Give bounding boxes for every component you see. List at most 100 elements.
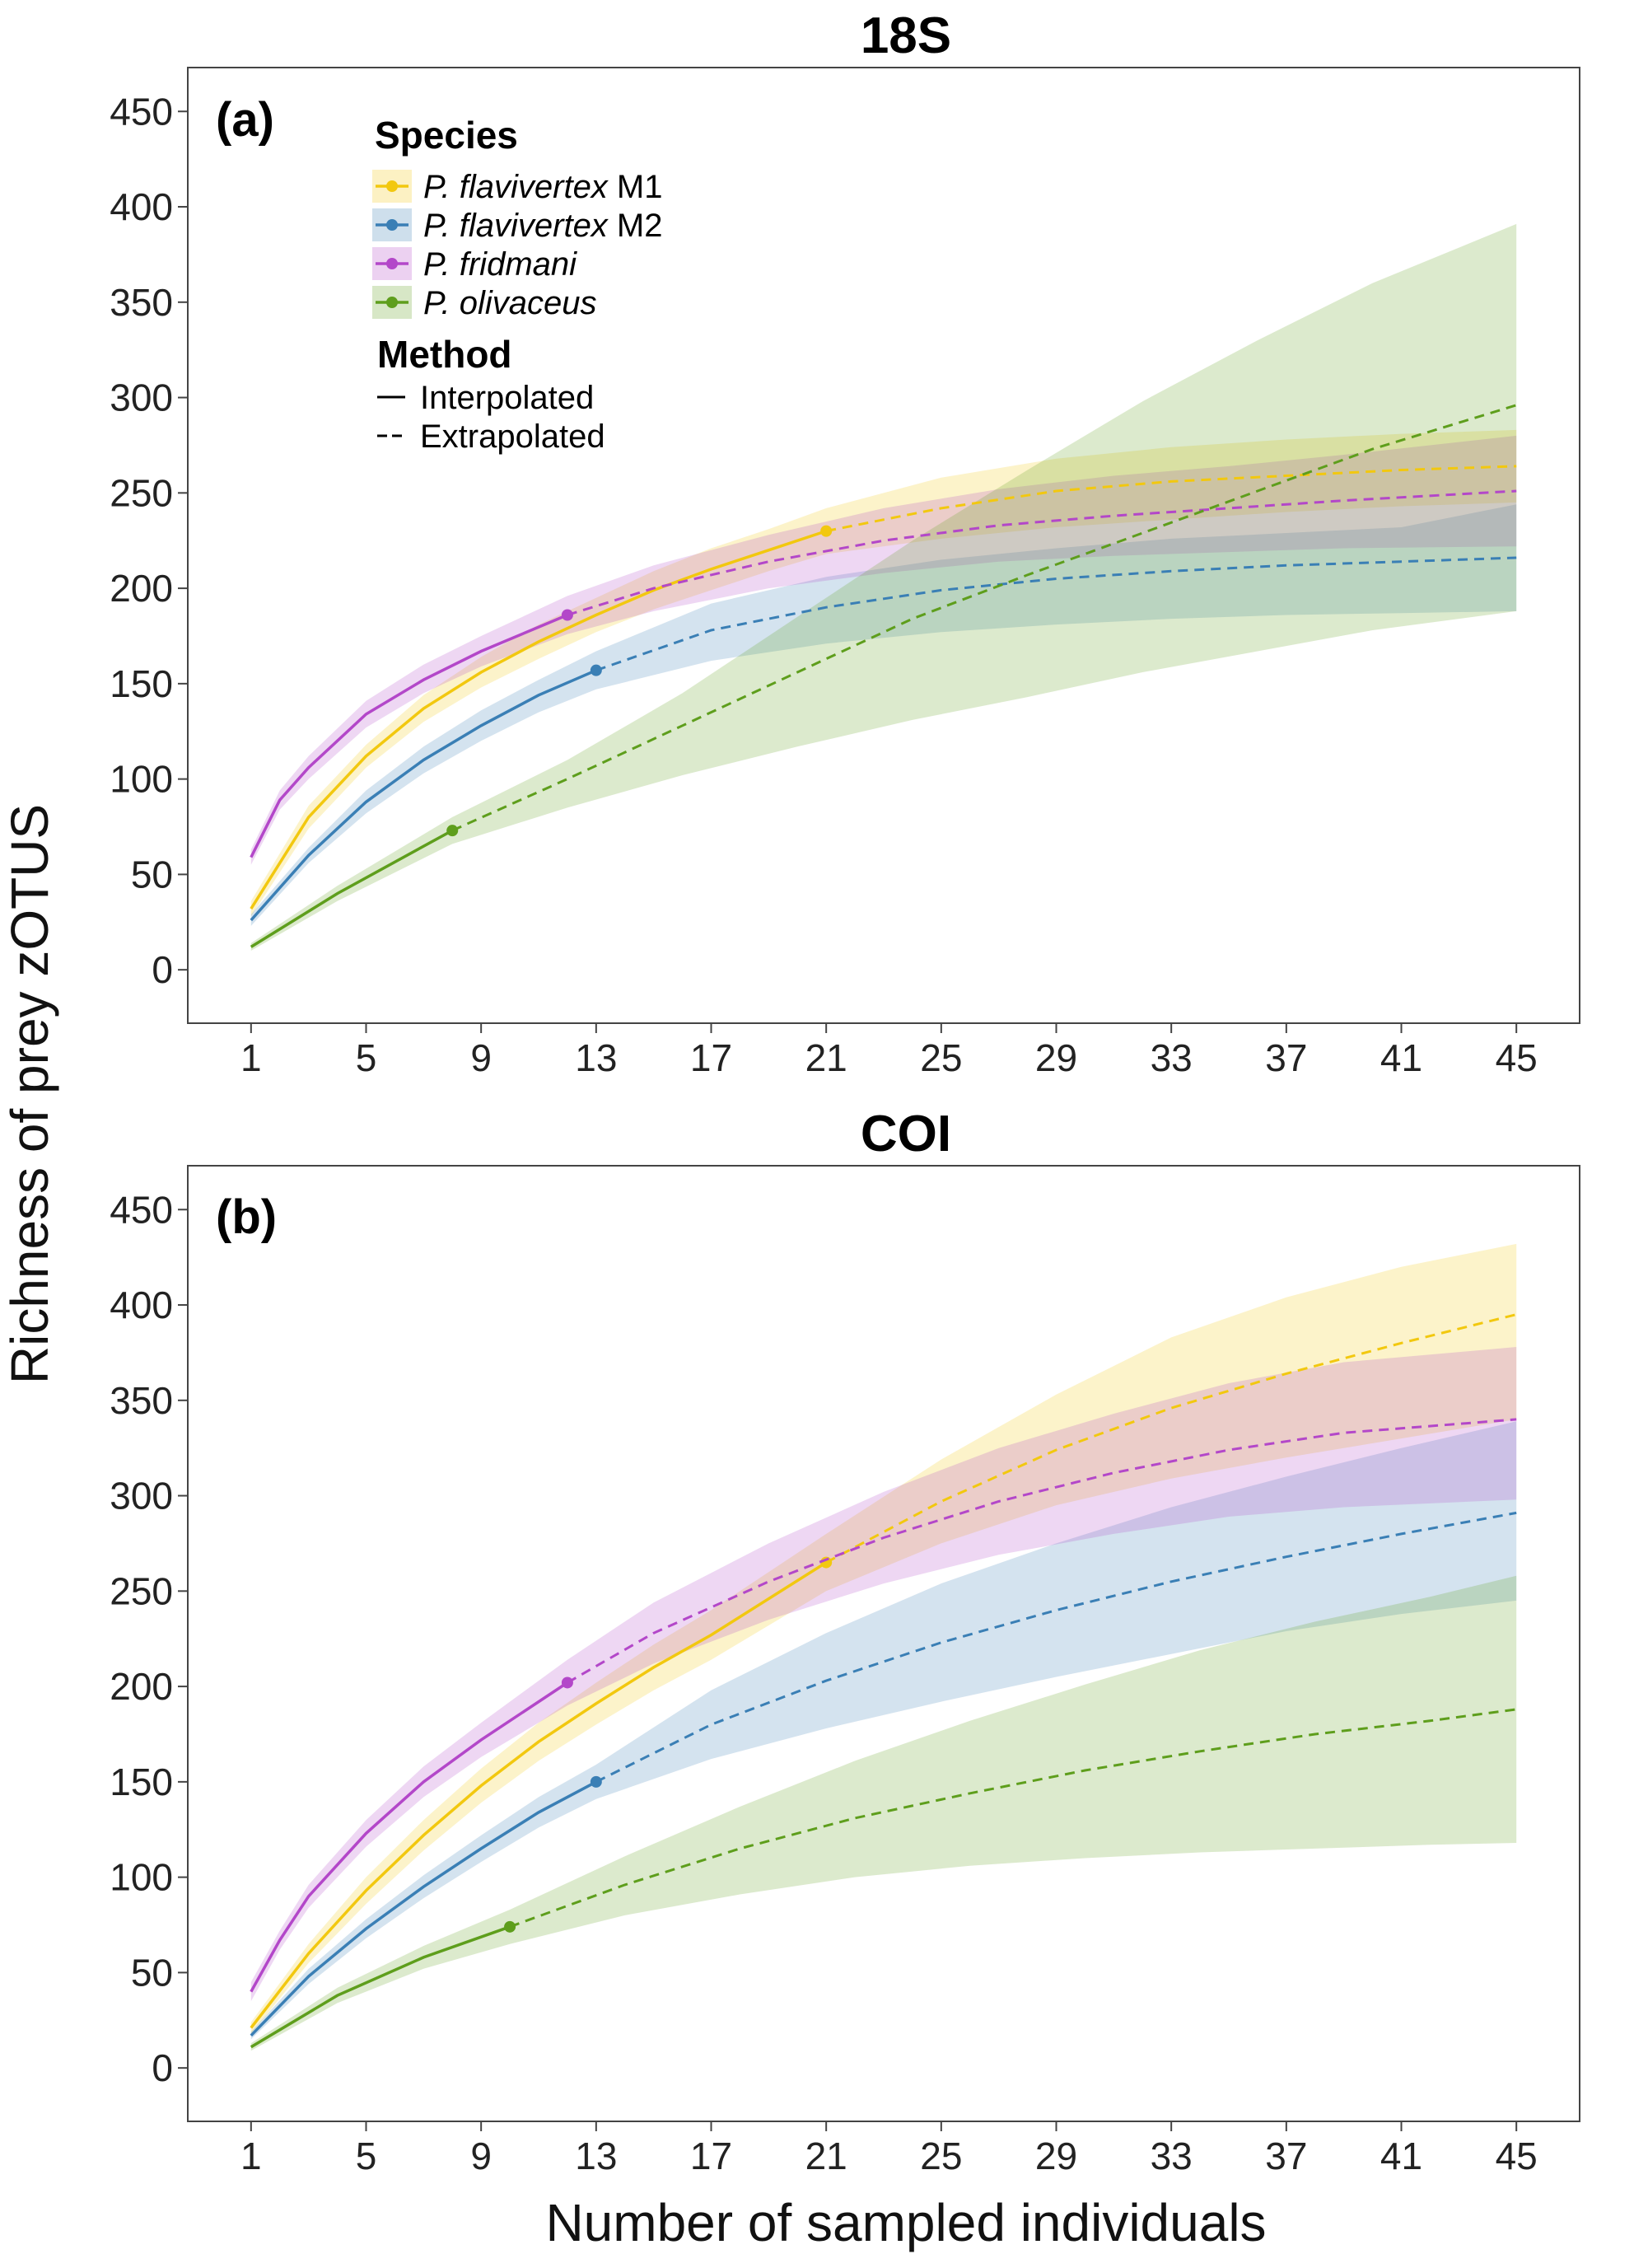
confidence-band-series-4 [250,223,1517,951]
legend-point-swatch [386,180,398,192]
y-axis-title: Richness of prey zOTUS [0,804,59,1384]
y-tick-label: 200 [110,1665,173,1708]
y-tick-label: 150 [110,1761,173,1803]
plot-area-coi [250,1243,1517,2051]
x-tick-label: 21 [805,1036,847,1079]
panel-coi: COI (b) 1 5 9 13 17 21 25 29 33 37 41 4505010015020… [110,1106,1580,2177]
observed-point-series-3 [561,1676,573,1689]
legend-species-label: P. flavivertex M1 [423,169,663,205]
x-tick-label: 41 [1380,1036,1422,1079]
legend-point-swatch [386,258,398,269]
interpolated-line-series-4 [250,829,454,948]
extrapolated-line-series-2 [595,1511,1517,1784]
x-axis-title: Number of sampled individuals [545,2193,1266,2252]
legend-method-title: Method [377,333,512,376]
y-tick-label: 250 [110,471,173,514]
x-tick-label: 1 [240,2135,262,2177]
plot-border-18s [187,67,1580,1024]
legend-species-item: P. fridmani [372,246,577,283]
x-tick-label: 17 [690,2135,732,2177]
legend-point-swatch [386,297,398,308]
panel-tag-b: (b) [216,1190,277,1244]
y-tick-label: 450 [110,90,173,133]
extrapolated-line-series-1 [825,465,1517,533]
legend-species-item: P. flavivertex M2 [372,208,663,244]
x-tick-label: 45 [1496,1036,1538,1079]
y-tick-label: 50 [131,853,173,896]
legend-species-title: Species [375,114,518,157]
plot-border-coi [187,1165,1580,2122]
confidence-band-series-3 [250,1347,1517,2002]
y-tick-label: 400 [110,1284,173,1326]
x-tick-label: 13 [575,2135,617,2177]
legend-method-extrapolated: Extrapolated [377,419,605,455]
legend-species-label: P. fridmani [423,246,577,283]
legend-species-name: P. flavivertex [423,169,609,205]
x-tick-label: 33 [1151,2135,1193,2177]
panel-title-18s: 18S [861,7,951,64]
observed-point-series-2 [590,664,602,676]
y-tick-label: 300 [110,376,173,419]
x-tick-label: 25 [920,2135,962,2177]
x-tick-label: 9 [470,1036,492,1079]
interpolated-line-series-3 [250,1681,568,1993]
confidence-band-series-2 [250,504,1517,926]
y-tick-label: 450 [110,1188,173,1231]
x-tick-label: 29 [1035,2135,1077,2177]
legend-species-suffix: M2 [608,208,663,244]
y-tick-label: 350 [110,1379,173,1422]
plot-area-18s [250,223,1517,951]
confidence-band-series-1 [250,429,1517,917]
x-tick-label: 21 [805,2135,847,2177]
interpolated-line-series-1 [250,529,827,910]
legend-method-label: Interpolated [420,380,594,416]
y-tick-label: 50 [131,1951,173,1994]
x-tick-label: 41 [1380,2135,1422,2177]
y-tick-label: 100 [110,1856,173,1899]
interpolated-line-series-2 [250,1780,597,2037]
legend-species-name: P. olivaceus [423,285,597,321]
y-tick-label: 200 [110,567,173,610]
x-tick-label: 29 [1035,1036,1077,1079]
y-tick-label: 350 [110,281,173,324]
legend-species-list: P. flavivertex M1P. flavivertex M2P. fri… [372,169,663,321]
legend-species-name: P. flavivertex [423,208,609,244]
confidence-band-series-2 [250,1421,1517,2040]
legend-species-label: P. flavivertex M2 [423,208,663,244]
y-tick-label: 0 [152,2046,173,2089]
extrapolated-line-series-4 [509,1708,1517,1929]
interpolated-line-series-2 [250,669,597,922]
axes-coi: 1 5 9 13 17 21 25 29 33 37 41 450501001502002503003… [110,1188,1538,2177]
y-tick-label: 100 [110,758,173,801]
panel-title-coi: COI [861,1106,951,1162]
confidence-band-series-1 [250,1243,1517,2034]
legend-method-interpolated: Interpolated [377,380,594,416]
x-tick-label: 45 [1496,2135,1538,2177]
confidence-band-series-3 [250,435,1517,865]
confidence-band-series-4 [250,1575,1517,2051]
x-tick-label: 9 [470,2135,492,2177]
x-tick-label: 33 [1151,1036,1193,1079]
panel-18s: 18S (a) 1 5 9 13 17 21 25 29 33 37 41 4505010015020… [110,7,1580,1079]
extrapolated-line-series-1 [825,1313,1517,1564]
legend-species-name: P. fridmani [423,246,577,283]
x-tick-label: 5 [356,1036,377,1079]
x-tick-label: 37 [1265,2135,1307,2177]
legend-method-label: Extrapolated [420,419,605,455]
panel-tag-a: (a) [216,93,274,147]
extrapolated-line-series-4 [451,404,1517,832]
legend-point-swatch [386,219,398,231]
legend-species-label: P. olivaceus [423,285,597,321]
y-tick-label: 250 [110,1569,173,1612]
x-tick-label: 25 [920,1036,962,1079]
interpolated-line-series-3 [250,613,568,858]
axes-18s: 1 5 9 13 17 21 25 29 33 37 41 450501001502002503003… [110,90,1538,1079]
y-tick-label: 400 [110,185,173,228]
observed-point-series-3 [561,609,573,621]
x-tick-label: 17 [690,1036,732,1079]
x-tick-label: 37 [1265,1036,1307,1079]
extrapolated-line-series-2 [595,556,1517,672]
observed-point-series-4 [504,1920,516,1933]
legend-species-item: P. olivaceus [372,285,597,321]
